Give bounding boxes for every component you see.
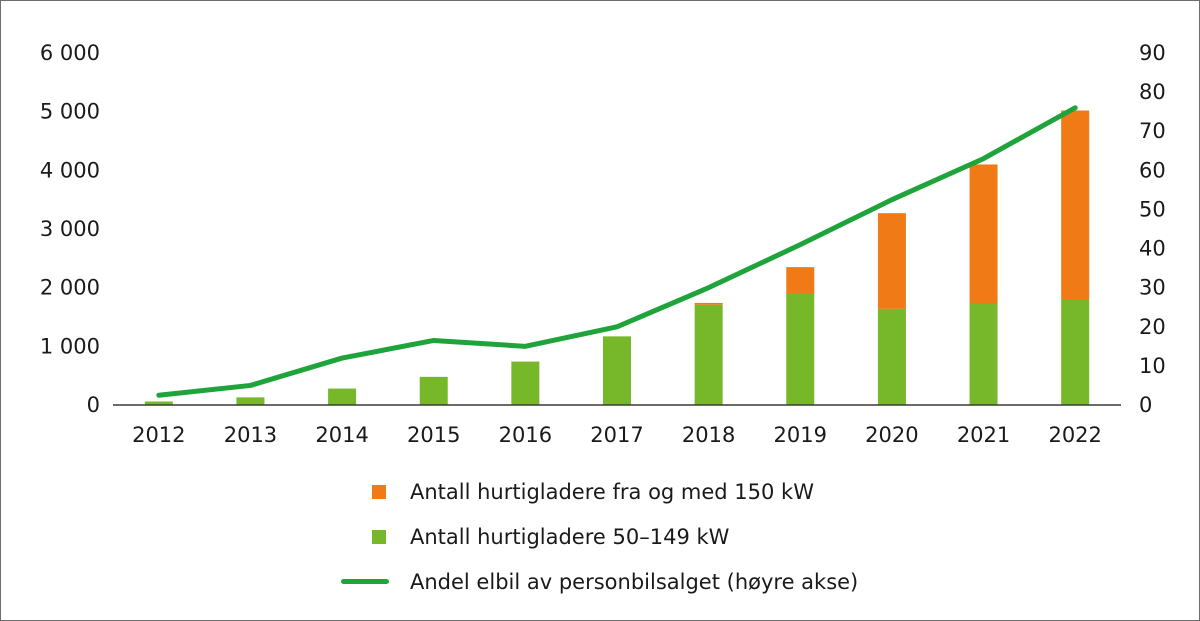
y-left-tick-label: 0: [87, 393, 100, 417]
bar-50-149kw: [419, 376, 448, 405]
x-tick-label: 2020: [865, 423, 918, 447]
bar-50-149kw: [969, 303, 998, 405]
bar-50-149kw: [1061, 299, 1090, 405]
y-right-tick-label: 40: [1139, 237, 1166, 261]
bar-150kw: [1061, 110, 1090, 300]
y-right-tick-label: 80: [1139, 80, 1166, 104]
y-right-tick-label: 30: [1139, 276, 1166, 300]
x-tick-label: 2019: [774, 423, 827, 447]
x-tick-label: 2017: [590, 423, 643, 447]
y-left-tick-label: 3 000: [40, 217, 100, 241]
bar-50-149kw: [877, 308, 906, 405]
bar-150kw: [877, 213, 906, 309]
x-tick-label: 2012: [132, 423, 185, 447]
legend-item-50-149kw: Antall hurtigladere 50–149 kW: [341, 514, 858, 559]
y-left-tick-label: 6 000: [40, 41, 100, 65]
legend-swatch-150kw: [372, 484, 386, 499]
x-tick-label: 2014: [315, 423, 368, 447]
line-ev-share: [156, 105, 1078, 398]
bar-50-149kw: [328, 388, 357, 405]
y-right-tick-label: 90: [1139, 41, 1166, 65]
x-tick-label: 2021: [957, 423, 1010, 447]
y-right-tick-label: 50: [1139, 197, 1166, 221]
bar-50-149kw: [144, 401, 173, 405]
bar-50-149kw: [511, 361, 540, 405]
legend-label-50-149kw: Antall hurtigladere 50–149 kW: [410, 524, 730, 549]
legend-label-150kw: Antall hurtigladere fra og med 150 kW: [410, 479, 814, 504]
legend-swatch-50-149kw: [372, 529, 386, 544]
y-right-tick-label: 70: [1139, 119, 1166, 143]
chart-svg: 0 1 000 2 000 3 000 4 000 5 000 6 000 0 10 20 30 40…: [40, 41, 1166, 447]
bar-150kw: [694, 302, 723, 305]
bar-50-149kw: [236, 397, 265, 405]
x-tick-label: 2018: [682, 423, 735, 447]
y-right-tick-label: 20: [1139, 315, 1166, 339]
legend: Antall hurtigladere fra og med 150 kW An…: [341, 469, 858, 604]
x-tick-label: 2013: [224, 423, 277, 447]
legend-item-ev-share: Andel elbil av personbilsalget (høyre ak…: [341, 559, 858, 604]
bar-50-149kw: [603, 336, 631, 405]
y-right-tick-label: 0: [1139, 393, 1152, 417]
y-left-tick-label: 5 000: [40, 100, 100, 124]
y-left-tick-label: 2 000: [40, 276, 100, 300]
y-right-tick-label: 60: [1139, 158, 1166, 182]
y-left-tick-label: 4 000: [40, 158, 100, 182]
legend-item-150kw: Antall hurtigladere fra og med 150 kW: [341, 469, 858, 514]
legend-swatch-ev-share-line: [341, 579, 389, 584]
bar-150kw: [786, 267, 815, 294]
bar-50-149kw: [786, 293, 815, 405]
x-tick-label: 2022: [1048, 423, 1101, 447]
y-right-tick-label: 10: [1139, 354, 1166, 378]
legend-label-ev-share: Andel elbil av personbilsalget (høyre ak…: [410, 569, 859, 594]
bar-50-149kw: [694, 304, 723, 405]
bar-150kw: [969, 164, 998, 304]
x-tick-label: 2016: [499, 423, 552, 447]
x-tick-label: 2015: [407, 423, 460, 447]
y-left-tick-label: 1 000: [40, 334, 100, 358]
